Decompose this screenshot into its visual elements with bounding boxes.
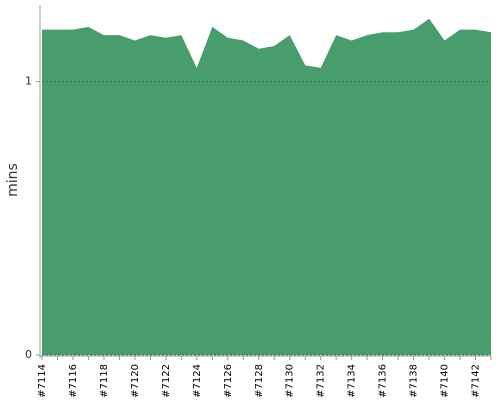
x-tick-label: #7126 (223, 364, 234, 398)
x-tick-label: #7138 (409, 364, 420, 398)
x-tick-label: #7132 (316, 364, 327, 398)
x-tick-label: #7116 (68, 364, 79, 398)
y-tick-label: 1 (25, 75, 32, 88)
x-tick-label: #7118 (99, 364, 110, 398)
x-tick-label: #7120 (130, 364, 141, 398)
y-tick-label: 0 (25, 348, 32, 361)
x-tick-label: #7124 (192, 364, 203, 398)
x-tick-label: #7128 (254, 364, 265, 398)
x-tick-label: #7130 (285, 364, 296, 398)
x-tick-label: #7122 (161, 364, 172, 398)
area (42, 18, 491, 355)
y-axis-label: mins (5, 163, 21, 197)
x-tick-label: #7114 (37, 364, 48, 398)
x-tick-label: #7142 (471, 364, 482, 398)
x-tick-label: #7134 (347, 364, 358, 398)
x-tick-label: #7140 (440, 364, 451, 398)
x-tick-label: #7136 (378, 364, 389, 398)
